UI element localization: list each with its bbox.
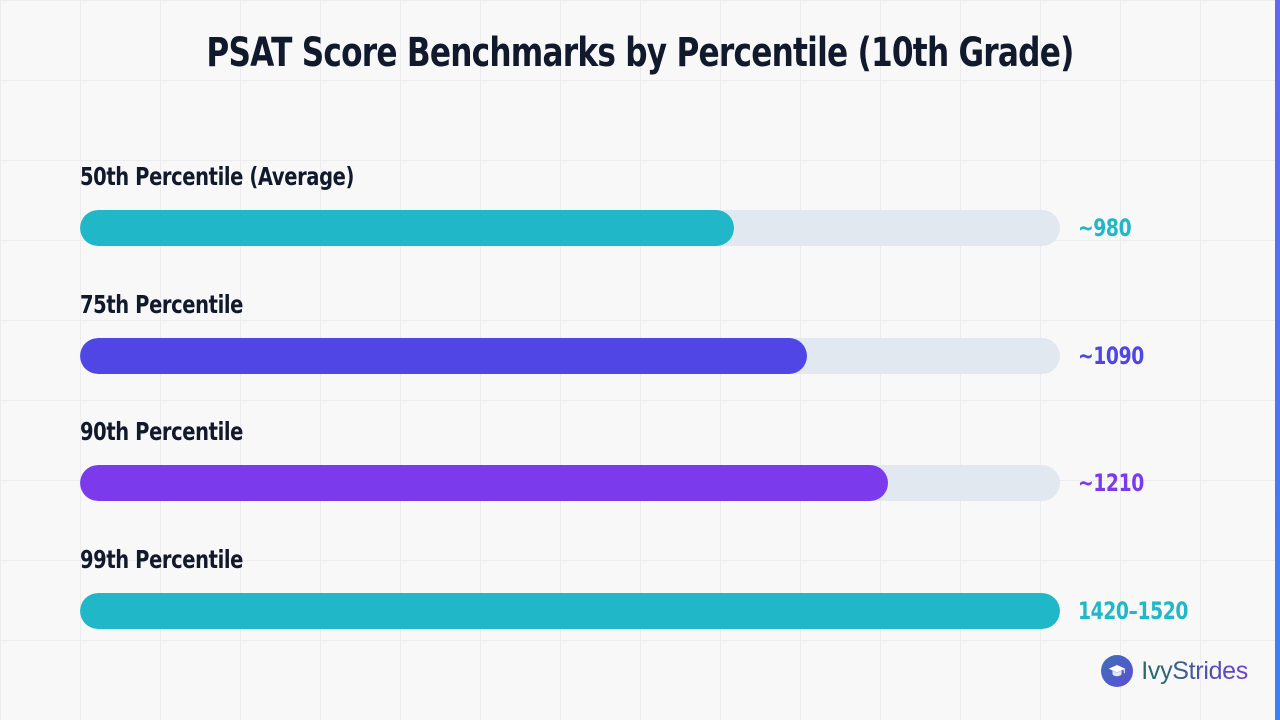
bar-track: [80, 465, 1060, 501]
bar-track: [80, 593, 1060, 629]
bar-row: 99th Percentile 1420–1520: [80, 545, 1220, 645]
bar-value-label: ~980: [1078, 214, 1132, 242]
bar-fill: [80, 593, 1060, 629]
bar-category-label: 99th Percentile: [80, 545, 243, 574]
bar-track: [80, 210, 1060, 246]
bar-row: 75th Percentile ~1090: [80, 290, 1220, 390]
bar-fill: [80, 338, 807, 374]
bar-category-label: 75th Percentile: [80, 290, 243, 319]
chart-title: PSAT Score Benchmarks by Percentile (10t…: [206, 30, 1074, 76]
graduation-cap-icon: [1101, 655, 1134, 687]
bar-value-label: 1420–1520: [1078, 597, 1189, 625]
brand-name: IvyStrides: [1141, 656, 1248, 685]
brand-watermark: IvyStrides: [1101, 655, 1248, 687]
bar-row: 90th Percentile ~1210: [80, 417, 1220, 517]
bar-row: 50th Percentile (Average) ~980: [80, 162, 1220, 262]
bar-value-label: ~1090: [1078, 342, 1144, 370]
bar-category-label: 50th Percentile (Average): [80, 162, 355, 191]
bar-fill: [80, 465, 888, 501]
bar-value-label: ~1210: [1078, 469, 1144, 497]
accent-edge: [1275, 0, 1280, 720]
bar-track: [80, 338, 1060, 374]
bar-fill: [80, 210, 734, 246]
bar-category-label: 90th Percentile: [80, 417, 243, 446]
